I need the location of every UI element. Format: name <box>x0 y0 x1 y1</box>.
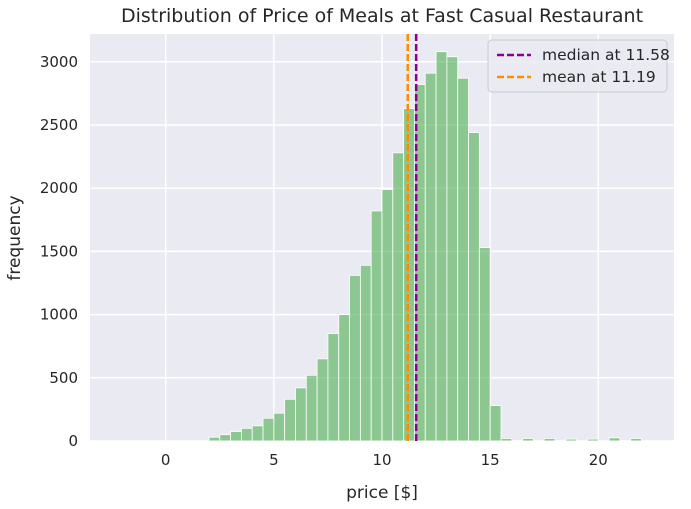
x-tick-label: 5 <box>269 451 279 469</box>
histogram-bar <box>241 427 253 442</box>
histogram-bar <box>446 56 459 442</box>
histogram-bar <box>305 374 318 442</box>
histogram-bar <box>251 425 264 442</box>
histogram-bar <box>359 264 372 442</box>
y-tick-label: 500 <box>49 369 78 387</box>
histogram-bar <box>316 358 329 442</box>
histogram-bar <box>262 417 275 442</box>
histogram-bar <box>403 108 415 442</box>
histogram-bar <box>219 434 231 442</box>
histogram-bar <box>468 132 480 442</box>
histogram-bar <box>565 438 578 442</box>
legend-box <box>487 39 668 93</box>
y-tick-label: 3000 <box>40 53 78 71</box>
histogram-bars <box>208 51 642 442</box>
y-tick-label: 1500 <box>40 242 78 260</box>
x-axis-label: price [$] <box>346 483 418 503</box>
x-tick-label: 20 <box>589 451 608 469</box>
legend-median-label: median at 11.58 <box>542 46 670 64</box>
y-tick-label: 1000 <box>40 306 78 324</box>
histogram-bar <box>349 275 361 442</box>
x-tick-labels: 0 5 10 15 20 <box>161 451 608 469</box>
x-tick-label: 0 <box>161 451 171 469</box>
y-axis-label: frequency <box>5 195 25 280</box>
y-tick-label: 2000 <box>40 179 78 197</box>
histogram-bar <box>630 438 642 442</box>
histogram-bar <box>587 438 599 442</box>
histogram-bar <box>424 72 437 442</box>
histogram-bar <box>230 431 242 442</box>
histogram-bar <box>295 387 307 442</box>
histogram-bar <box>608 437 621 442</box>
y-tick-label: 0 <box>68 432 78 450</box>
histogram-bar <box>500 438 513 442</box>
histogram-bar <box>478 247 491 442</box>
histogram-bar <box>435 51 448 442</box>
histogram-bar <box>327 333 340 442</box>
histogram-bar <box>381 189 394 442</box>
histogram-bar <box>522 438 534 442</box>
legend-mean-label: mean at 11.19 <box>542 68 656 86</box>
histogram-bar <box>457 77 469 442</box>
histogram-bar <box>338 314 350 442</box>
histogram-bar <box>273 412 286 442</box>
histogram-bar <box>370 210 383 442</box>
histogram-bar <box>284 398 296 442</box>
histogram-bar <box>208 436 221 442</box>
legend: median at 11.58 mean at 11.19 <box>487 39 670 93</box>
x-tick-label: 10 <box>372 451 391 469</box>
histogram-bar <box>392 152 405 442</box>
reference-lines <box>406 34 418 441</box>
chart-title: Distribution of Price of Meals at Fast C… <box>121 5 643 27</box>
y-tick-label: 2500 <box>40 116 78 134</box>
histogram-bar <box>543 438 556 442</box>
y-tick-labels: 0 500 1000 1500 2000 2500 3000 <box>40 53 78 450</box>
x-tick-label: 15 <box>481 451 500 469</box>
histogram-bar <box>489 405 502 442</box>
